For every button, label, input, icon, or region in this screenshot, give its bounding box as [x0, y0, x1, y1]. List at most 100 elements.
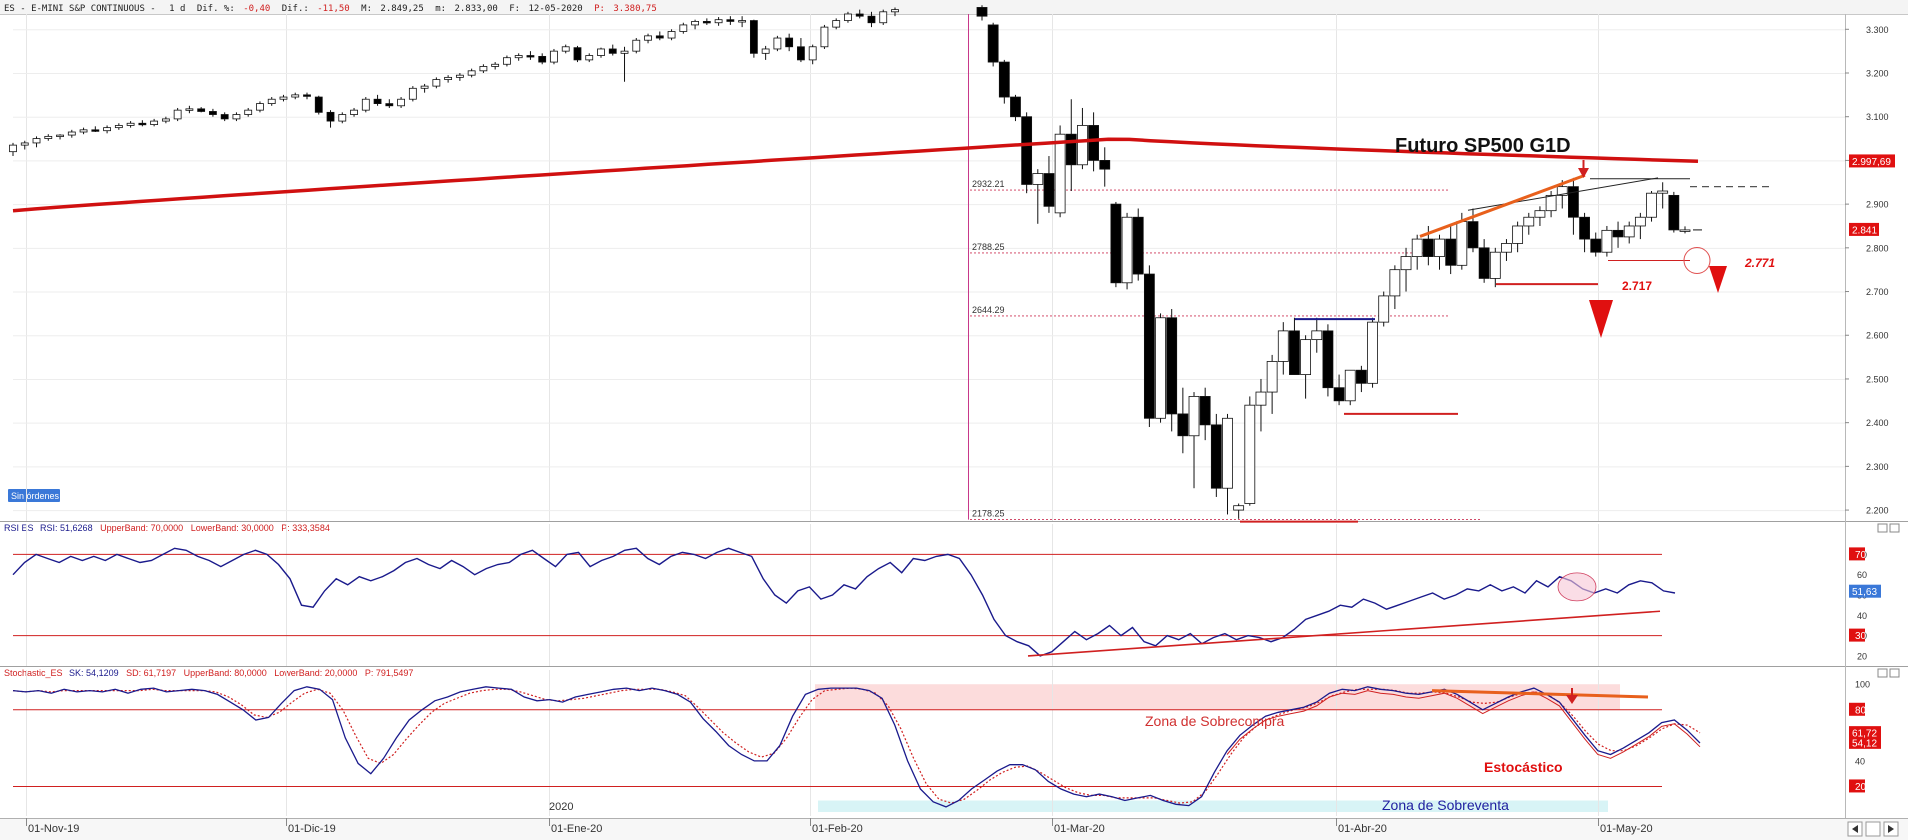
- candle[interactable]: [256, 103, 264, 111]
- candle[interactable]: [361, 98, 370, 111]
- candle[interactable]: [1155, 317, 1166, 419]
- candle[interactable]: [1255, 391, 1267, 406]
- candle[interactable]: [1043, 173, 1055, 207]
- candle[interactable]: [550, 50, 558, 63]
- candle[interactable]: [455, 74, 464, 78]
- candle[interactable]: [1177, 413, 1189, 437]
- candle[interactable]: [1143, 273, 1155, 419]
- candle[interactable]: [1277, 330, 1289, 362]
- candle[interactable]: [526, 55, 535, 58]
- candle[interactable]: [161, 118, 170, 122]
- candle[interactable]: [444, 76, 453, 80]
- candle[interactable]: [1634, 216, 1646, 227]
- candle[interactable]: [998, 61, 1010, 98]
- candle[interactable]: [1311, 330, 1323, 341]
- candle[interactable]: [126, 122, 135, 126]
- candle[interactable]: [20, 142, 29, 146]
- candle[interactable]: [1322, 330, 1334, 389]
- candle[interactable]: [1545, 194, 1557, 212]
- candle[interactable]: [1188, 396, 1200, 437]
- highlight-circle[interactable]: [1683, 247, 1711, 275]
- candle[interactable]: [1489, 251, 1501, 279]
- candle[interactable]: [1478, 247, 1490, 279]
- candle[interactable]: [691, 21, 699, 26]
- candle[interactable]: [1411, 238, 1423, 257]
- candle[interactable]: [1355, 369, 1367, 384]
- candle[interactable]: [1344, 369, 1356, 402]
- stoch-trend-line[interactable]: [1431, 689, 1649, 699]
- candle[interactable]: [1378, 295, 1390, 323]
- minimize-icon[interactable]: [1877, 668, 1888, 678]
- candle[interactable]: [244, 109, 253, 115]
- candle[interactable]: [1010, 96, 1021, 118]
- candle[interactable]: [303, 94, 311, 97]
- candle[interactable]: [855, 13, 864, 17]
- candle[interactable]: [67, 131, 76, 136]
- candle[interactable]: [1210, 424, 1222, 489]
- candle[interactable]: [585, 55, 594, 61]
- candle[interactable]: [597, 48, 605, 56]
- candle[interactable]: [1467, 221, 1479, 249]
- candle[interactable]: [1501, 243, 1512, 253]
- candle[interactable]: [1534, 210, 1546, 218]
- candle[interactable]: [820, 26, 829, 48]
- candle[interactable]: [1367, 321, 1378, 384]
- candle[interactable]: [1668, 194, 1680, 231]
- maximize-icon[interactable]: [1889, 523, 1900, 533]
- trend-line[interactable]: [1419, 173, 1586, 238]
- candle[interactable]: [538, 55, 547, 63]
- candle[interactable]: [1199, 396, 1211, 426]
- candle[interactable]: [749, 20, 758, 54]
- candle[interactable]: [138, 122, 147, 126]
- candle[interactable]: [1121, 216, 1133, 284]
- expand-icon[interactable]: [1865, 821, 1881, 837]
- candle[interactable]: [1400, 256, 1412, 271]
- candle[interactable]: [1244, 404, 1256, 504]
- candle[interactable]: [1512, 225, 1524, 244]
- candle[interactable]: [467, 70, 476, 76]
- candle[interactable]: [667, 31, 676, 39]
- candle[interactable]: [232, 114, 241, 120]
- candle[interactable]: [1601, 229, 1613, 253]
- candle[interactable]: [491, 63, 500, 67]
- candle[interactable]: [44, 135, 53, 139]
- minimize-icon[interactable]: [1877, 523, 1888, 533]
- candle[interactable]: [573, 47, 582, 61]
- candle[interactable]: [1065, 133, 1077, 166]
- candle[interactable]: [1679, 229, 1691, 232]
- candle[interactable]: [679, 24, 688, 32]
- candle[interactable]: [432, 79, 441, 87]
- candle[interactable]: [1233, 505, 1245, 511]
- rsi-highlight[interactable]: [1557, 572, 1597, 602]
- candle[interactable]: [291, 94, 300, 98]
- candle[interactable]: [632, 39, 641, 52]
- candle[interactable]: [514, 55, 523, 59]
- candle[interactable]: [197, 108, 206, 112]
- candle[interactable]: [1568, 186, 1579, 218]
- candle[interactable]: [620, 50, 629, 54]
- candle[interactable]: [655, 35, 664, 39]
- candle[interactable]: [1445, 238, 1457, 266]
- candle[interactable]: [338, 114, 347, 122]
- candle[interactable]: [32, 138, 41, 144]
- candle[interactable]: [408, 87, 417, 100]
- candle[interactable]: [91, 129, 100, 132]
- orders-badge-bg[interactable]: [8, 489, 60, 502]
- candle[interactable]: [103, 127, 111, 132]
- candle[interactable]: [867, 15, 876, 24]
- candle[interactable]: [326, 111, 335, 122]
- candle[interactable]: [56, 134, 64, 137]
- candle[interactable]: [373, 98, 382, 104]
- candle[interactable]: [350, 109, 358, 115]
- candle[interactable]: [1590, 238, 1602, 253]
- candle[interactable]: [1021, 116, 1033, 185]
- candle[interactable]: [1556, 186, 1568, 196]
- candle[interactable]: [1646, 192, 1657, 218]
- rsi-line[interactable]: [12, 547, 1676, 657]
- rsi-trend-line[interactable]: [1027, 610, 1661, 657]
- candle[interactable]: [185, 108, 194, 111]
- candle[interactable]: [773, 37, 782, 50]
- candle[interactable]: [726, 19, 735, 22]
- candle[interactable]: [220, 114, 229, 120]
- candle[interactable]: [1657, 190, 1669, 194]
